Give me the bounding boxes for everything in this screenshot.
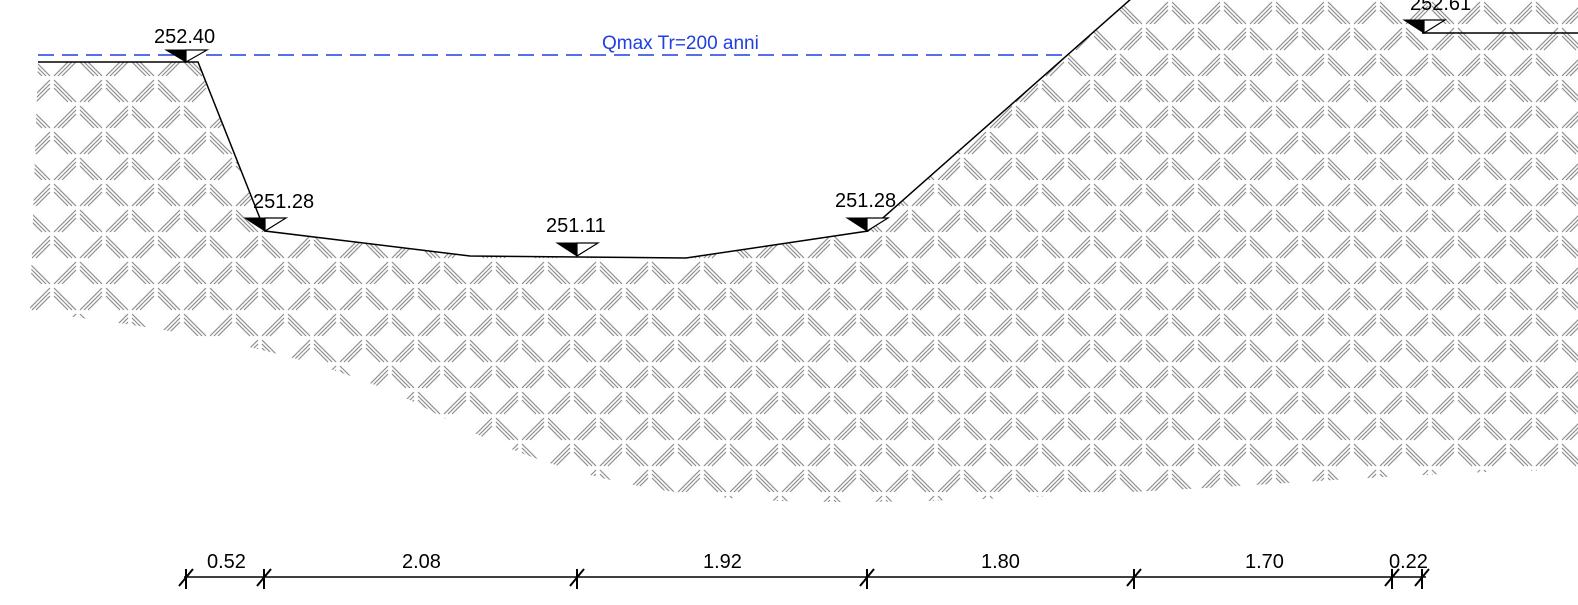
dimension-label: 0.22: [1389, 551, 1428, 573]
dimension-tick: [1384, 568, 1400, 587]
dimension-tick: [256, 568, 272, 587]
dimension-tick: [859, 568, 875, 587]
elevation-triangle-icon: [264, 217, 289, 233]
dimension-tick: [1414, 568, 1430, 587]
elevation-marker-channel-bottom: 251.11: [546, 215, 606, 258]
dimension-label: 1.80: [981, 551, 1020, 573]
elevation-marker-right-bank: 252.61: [1402, 0, 1471, 35]
dimension-chain: 0.52 2.08 1.92 1.80 1.70 0.22: [178, 551, 1430, 589]
ground-hatch: [30, 0, 1578, 502]
dimension-label: 0.52: [207, 551, 246, 573]
elevation-label: 252.61: [1410, 0, 1471, 15]
elevation-marker-left-channel-toe: 251.28: [243, 191, 314, 233]
elevation-triangle-icon: [576, 242, 601, 258]
elevation-triangle-icon: [185, 49, 210, 64]
elevation-marker-left-bank: 252.40: [154, 26, 215, 64]
elevation-triangle-icon: [845, 217, 868, 232]
elevation-marker-right-channel-toe: 251.28: [835, 190, 896, 233]
dimension-tick: [1126, 568, 1142, 587]
dimension-tick: [178, 568, 194, 587]
dimension-label: 1.92: [703, 551, 742, 573]
elevation-label: 251.28: [835, 190, 896, 212]
elevation-label: 252.40: [154, 26, 215, 48]
elevation-label: 251.11: [546, 215, 606, 237]
elevation-triangle-icon: [164, 49, 187, 63]
elevation-triangle-icon: [555, 242, 578, 257]
elevation-triangle-icon: [1423, 19, 1448, 35]
dimension-label: 2.08: [402, 551, 441, 573]
elevation-triangle-icon: [866, 217, 891, 233]
dimension-tick: [569, 568, 585, 587]
dimension-label: 1.70: [1245, 551, 1284, 573]
water-level-label: Qmax Tr=200 anni: [602, 33, 759, 54]
elevation-label: 251.28: [253, 191, 314, 213]
